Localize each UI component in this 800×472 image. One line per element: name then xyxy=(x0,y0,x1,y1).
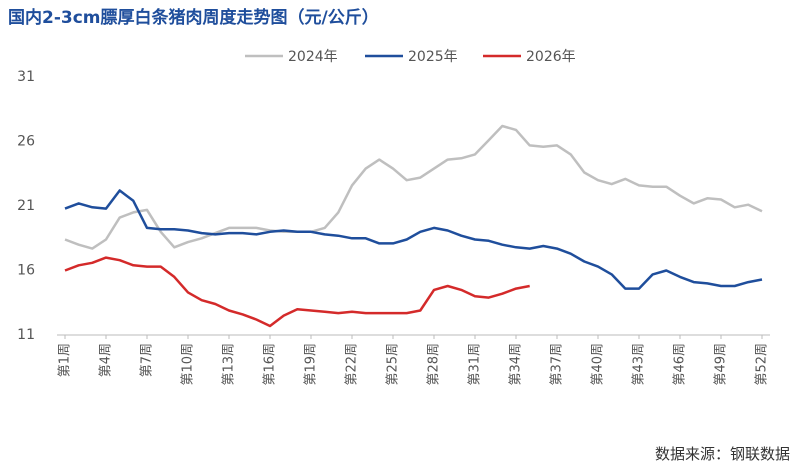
x-tick-label: 第31周 xyxy=(468,343,483,386)
x-tick-label: 第7周 xyxy=(140,343,155,377)
line-series xyxy=(64,256,530,328)
x-tick-label: 第13周 xyxy=(222,343,237,386)
line-series xyxy=(64,189,763,290)
legend-label: 2025年 xyxy=(408,49,458,65)
x-tick-label: 第19周 xyxy=(304,343,319,386)
y-tick-label: 26 xyxy=(17,134,35,150)
x-tick-label: 第40周 xyxy=(591,343,606,386)
x-tick-label: 第43周 xyxy=(632,343,647,386)
x-tick-label: 第37周 xyxy=(550,343,565,386)
x-tick-label: 第52周 xyxy=(755,343,770,386)
x-tick-label: 第25周 xyxy=(386,343,401,386)
x-tick-label: 第34周 xyxy=(509,343,524,386)
x-tick-label: 第10周 xyxy=(181,343,196,386)
x-tick-label: 第4周 xyxy=(99,343,114,377)
x-tick-label: 第46周 xyxy=(673,343,688,386)
x-tick-label: 第22周 xyxy=(345,343,360,386)
y-tick-label: 16 xyxy=(17,263,35,279)
legend-label: 2024年 xyxy=(288,49,338,65)
x-tick-label: 第16周 xyxy=(263,343,278,386)
x-tick-label: 第1周 xyxy=(58,343,73,377)
y-tick-label: 31 xyxy=(17,69,35,85)
y-tick-label: 11 xyxy=(17,327,35,343)
legend-label: 2026年 xyxy=(526,49,576,65)
chart-title: 国内2-3cm膘厚白条猪肉周度走势图（元/公斤） xyxy=(8,7,379,28)
line-series xyxy=(64,124,763,250)
x-tick-label: 第28周 xyxy=(427,343,442,386)
x-tick-label: 第49周 xyxy=(714,343,729,386)
y-tick-label: 21 xyxy=(17,198,35,214)
source: 数据来源：钢联数据 xyxy=(655,445,790,463)
